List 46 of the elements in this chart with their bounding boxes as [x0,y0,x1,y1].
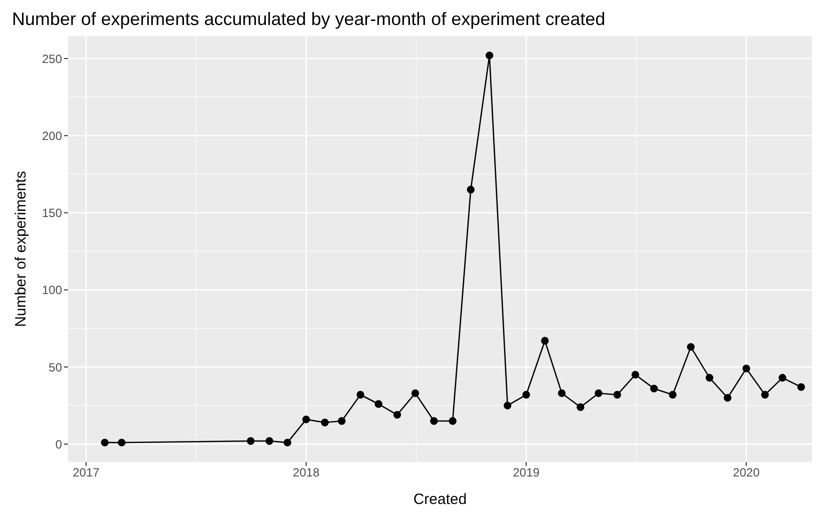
x-tick-label: 2017 [72,466,100,480]
point [686,343,695,351]
point [668,390,677,399]
point [320,418,329,426]
point [576,403,584,411]
x-axis-title: Created [413,491,467,508]
point [613,390,622,399]
point [118,438,126,446]
point [558,389,566,398]
point [430,417,438,425]
point [631,370,640,379]
y-tick-label: 250 [42,52,62,66]
point [374,400,382,408]
point [742,364,750,372]
y-axis-title: Number of experiments [12,171,30,327]
point [522,390,530,399]
point [541,336,549,345]
point [466,186,475,194]
x-tick-label: 2020 [732,466,760,480]
y-tick-label: 100 [42,283,62,298]
point [246,437,255,445]
point [797,383,805,391]
point [724,394,732,402]
point [411,389,420,398]
point [778,374,786,382]
point [486,52,494,60]
point [706,374,714,382]
y-tick-label: 50 [48,360,62,374]
point [284,438,292,446]
point [266,437,274,445]
point [761,390,769,399]
point [393,410,402,419]
y-tick-label: 0 [55,437,62,452]
y-tick-label: 200 [42,128,62,143]
point [338,417,346,425]
y-tick-label: 150 [42,206,62,220]
x-tick-label: 2019 [512,466,540,480]
point [302,416,310,424]
point [650,384,658,392]
point [504,402,512,410]
point [356,390,364,399]
x-tick-label: 2018 [292,466,320,480]
point [448,417,457,425]
point [100,438,109,446]
point [594,389,602,398]
chart-title: Number of experiments accumulated by year-month of experiment created [11,8,606,31]
